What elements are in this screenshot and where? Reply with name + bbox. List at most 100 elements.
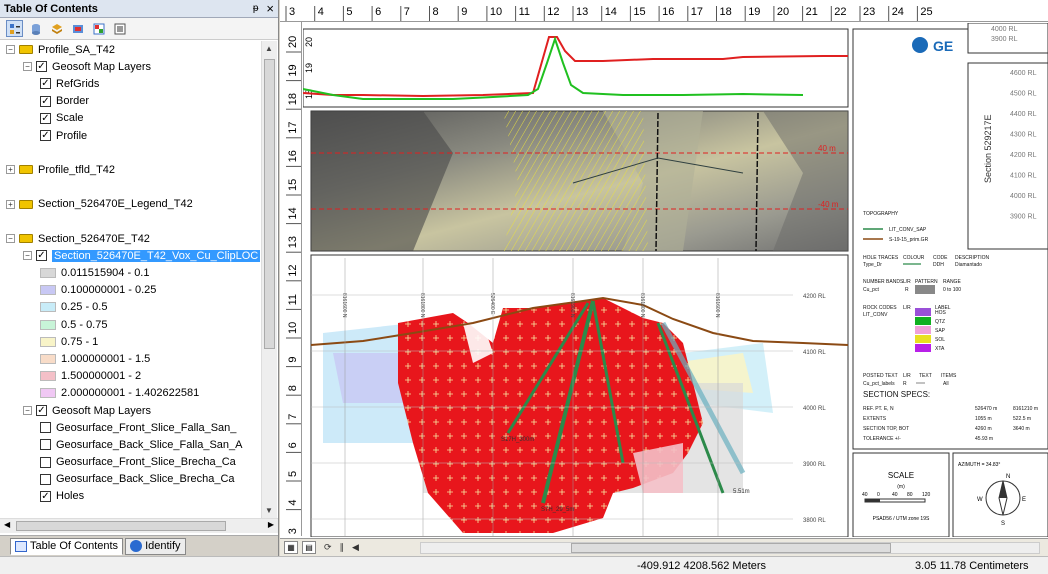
layer-label[interactable]: 2.000000001 - 1.402622581 [61,387,200,400]
toc-horizontal-scroll-thumb[interactable] [16,521,226,531]
layout-view-icon[interactable]: ▤ [302,541,316,554]
toc-tree-row[interactable]: ✓ RefGrids [0,75,261,92]
ruler-top: 3 4 5 6 7 8 9 10 11 12 13 14 15 16 17 18 19 20 21 22 23 24 25 [280,0,1048,22]
layer-label[interactable]: Section_526470E_T42_Vox_Cu_ClipLOC [52,249,261,262]
layer-label[interactable]: Geosurface_Front_Slice_Falla_San_ [56,421,237,434]
layer-label[interactable]: Section_526470E_Legend_T42 [38,198,193,211]
pin-icon[interactable]: ᵽ [252,3,259,14]
toc-tree-row[interactable]: − ✓ Geosoft Map Layers [0,58,261,75]
layer-label[interactable]: Scale [56,112,84,125]
layer-label[interactable]: Profile [56,129,88,142]
pause-icon[interactable]: ∥ [339,542,345,552]
collapse-icon[interactable]: − [23,406,32,416]
toc-vertical-scroll-thumb[interactable] [264,59,275,349]
expand-icon[interactable]: + [6,199,15,209]
layer-label[interactable]: Geosurface_Front_Slice_Brecha_Ca [56,456,236,469]
layer-visibility-checkbox[interactable] [40,456,51,468]
toc-tree-row[interactable]: 0.5 - 0.75 [0,316,261,333]
layer-label[interactable]: Geosoft Map Layers [52,404,152,417]
toc-tree-row[interactable]: Geosurface_Back_Slice_Falla_San_A [0,436,261,453]
layer-visibility-checkbox[interactable]: ✓ [40,95,51,107]
layer-label[interactable]: Geosoft Map Layers [52,60,152,73]
layer-label[interactable]: RefGrids [56,77,100,90]
toc-tree-row[interactable]: 0.25 - 0.5 [0,299,261,316]
toc-tree-row[interactable]: − ✓ Geosoft Map Layers [0,402,261,419]
scroll-up-icon[interactable]: ▲ [265,44,273,53]
layer-label[interactable]: Profile_SA_T42 [38,43,116,56]
ruler-top-label: 22 [834,6,846,18]
map-horizontal-scroll-thumb[interactable] [571,543,891,553]
layer-label[interactable]: Section_526470E_T42 [38,232,150,245]
layer-visibility-checkbox[interactable]: ✓ [40,78,51,90]
collapse-icon[interactable]: − [6,45,15,55]
layer-visibility-checkbox[interactable]: ✓ [36,250,47,262]
layer-label[interactable]: 0.5 - 0.75 [61,318,108,331]
layer-label[interactable]: 1.000000001 - 1.5 [61,352,151,365]
toc-tree-row[interactable]: Geosurface_Back_Slice_Brecha_Ca [0,471,261,488]
layer-label[interactable]: 0.011515904 - 0.1 [61,267,150,280]
layer-visibility-checkbox[interactable]: ✓ [40,130,51,142]
layer-visibility-checkbox[interactable]: ✓ [36,61,47,73]
layer-visibility-checkbox[interactable]: ✓ [36,405,47,417]
scroll-right-icon[interactable]: ▶ [267,520,274,529]
toc-tree-row[interactable]: 2.000000001 - 1.402622581 [0,385,261,402]
layer-visibility-checkbox[interactable]: ✓ [40,112,51,124]
toc-tree-row[interactable]: ✓ Holes [0,488,261,505]
layer-options-icon[interactable] [90,20,107,37]
layer-visibility-checkbox[interactable] [40,439,51,451]
layer-label[interactable]: 0.75 - 1 [61,335,99,348]
toc-tree-row[interactable]: 1.500000001 - 2 [0,368,261,385]
toc-tree-row[interactable]: + Section_526470E_Legend_T42 [0,196,261,213]
expand-icon[interactable]: + [6,165,15,175]
layer-visibility-checkbox[interactable]: ✓ [40,490,51,502]
refresh-icon[interactable]: ⟳ [324,542,332,552]
layer-visibility-checkbox[interactable] [40,422,51,434]
scroll-left-icon[interactable]: ◀ [4,520,11,529]
legend-text: DDH [933,262,944,268]
toc-tree-row[interactable]: Geosurface_Front_Slice_Falla_San_ [0,419,261,436]
layer-label[interactable]: Holes [56,490,85,503]
toc-tree-row[interactable]: ✓ Scale [0,110,261,127]
toc-tree-row[interactable]: ✓ Profile [0,127,261,144]
toc-tree-row[interactable]: Geosurface_Front_Slice_Brecha_Ca [0,454,261,471]
data-view-icon[interactable]: ▦ [284,541,298,554]
toc-horizontal-scrollbar[interactable]: ◀ ▶ [0,518,278,533]
tab-table-of-contents[interactable]: Table Of Contents [10,537,124,555]
toc-tree-row[interactable]: 0.100000001 - 0.25 [0,282,261,299]
toc-tree-row[interactable]: + Profile_tfld_T42 [0,161,261,178]
legend-text: Diamantado [955,262,982,268]
options-icon[interactable] [111,20,128,37]
scroll-left-icon[interactable]: ◀ [352,542,359,552]
collapse-icon[interactable]: − [6,234,15,244]
toc-tree-row[interactable]: ✓ Border [0,93,261,110]
list-by-selection-icon[interactable] [69,20,86,37]
tab-identify[interactable]: Identify [125,537,186,555]
legend-text: PATTERN [915,279,938,285]
list-by-visibility-icon[interactable] [48,20,65,37]
toc-vertical-scrollbar[interactable]: ▲ ▼ [261,41,277,518]
list-by-source-icon[interactable] [27,20,44,37]
toc-tree-row[interactable]: − ✓ Section_526470E_T42_Vox_Cu_ClipLOC [0,247,261,264]
scroll-down-icon[interactable]: ▼ [265,506,273,515]
toc-tree-row[interactable]: − Section_526470E_T42 [0,230,261,247]
legend-text: POSTED TEXT [863,373,898,379]
toc-tree-row[interactable]: 0.75 - 1 [0,333,261,350]
layer-label[interactable]: Geosurface_Back_Slice_Falla_San_A [56,438,243,451]
layer-label[interactable]: Profile_tfld_T42 [38,163,116,176]
collapse-icon[interactable]: − [23,251,32,261]
close-icon[interactable]: × [266,1,274,16]
layer-label[interactable]: 0.100000001 - 0.25 [61,284,157,297]
list-by-drawing-order-icon[interactable] [6,20,23,37]
layer-label[interactable]: Border [56,95,90,108]
collapse-icon[interactable]: − [23,62,32,72]
toc-tree-row[interactable]: 0.011515904 - 0.1 [0,264,261,281]
layer-visibility-checkbox[interactable] [40,473,51,485]
map-horizontal-scrollbar[interactable] [420,542,1040,554]
map-view[interactable]: 3 4 5 6 7 8 9 10 11 12 13 14 15 16 17 18 19 20 21 22 23 24 25 … [280,0,1048,556]
toc-tree-row[interactable]: 1.000000001 - 1.5 [0,350,261,367]
toc-tree-row[interactable]: − Profile_SA_T42 [0,41,261,58]
layer-label[interactable]: 0.25 - 0.5 [61,301,108,314]
layer-label[interactable]: Geosurface_Back_Slice_Brecha_Ca [56,473,235,486]
layer-label[interactable]: 1.500000001 - 2 [61,370,142,383]
